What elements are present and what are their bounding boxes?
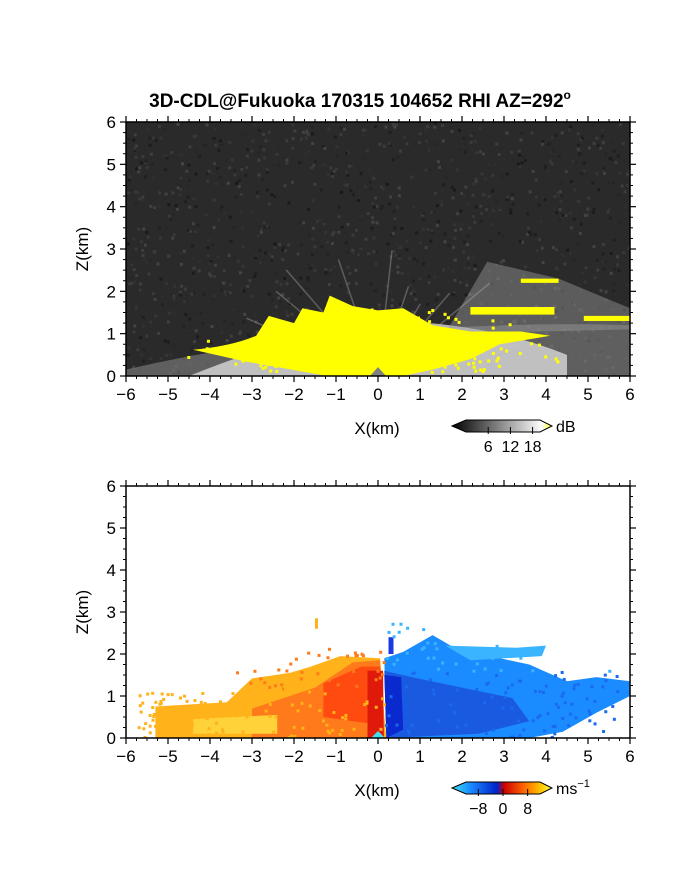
velocity-panel: −6 −5 −4 −3 −2 −1 0 1 2 3 4 5 6 0 1 2 3 4 5 6 X(km) Z(km) −… (73, 477, 636, 818)
y-tick-label: 2 (107, 645, 116, 664)
x-tick-label: −6 (116, 747, 135, 766)
velocity-colorbar: −8 0 8 ms−1 (450, 778, 590, 818)
x-tick-label: −5 (158, 747, 177, 766)
colorbar-tick-label: 12 (502, 439, 520, 456)
y-tick-label: 6 (107, 113, 116, 132)
velocity-colorbar-unit: ms−1 (556, 778, 590, 798)
x-tick-label: 5 (583, 385, 592, 404)
x-tick-label: 6 (625, 385, 634, 404)
velocity-axes: −6 −5 −4 −3 −2 −1 0 1 2 3 4 5 6 0 1 2 3 4 5 6 (107, 477, 636, 766)
y-tick-label: 5 (107, 155, 116, 174)
x-tick-label: −4 (200, 385, 219, 404)
x-tick-label: −1 (326, 747, 345, 766)
x-tick-label: −3 (242, 747, 261, 766)
y-tick-label: 4 (107, 561, 116, 580)
colorbar-tick-label: 18 (524, 439, 542, 456)
x-tick-label: −6 (116, 385, 135, 404)
x-tick-label: 3 (499, 385, 508, 404)
y-tick-label: 1 (107, 687, 116, 706)
backscatter-xlabel: X(km) (354, 419, 399, 438)
backscatter-field (126, 122, 630, 376)
y-tick-label: 5 (107, 519, 116, 538)
x-tick-label: 3 (499, 747, 508, 766)
x-tick-label: 1 (415, 385, 424, 404)
x-tick-label: 4 (541, 747, 550, 766)
velocity-xlabel: X(km) (354, 781, 399, 800)
x-tick-label: −3 (242, 385, 261, 404)
x-tick-label: −5 (158, 385, 177, 404)
colorbar-tick-label: 8 (523, 801, 532, 818)
backscatter-axes: −6 −5 −4 −3 −2 −1 0 1 2 3 4 5 6 0 1 2 3 4 5 6 (107, 113, 636, 404)
y-tick-label: 1 (107, 325, 116, 344)
x-tick-label: 5 (583, 747, 592, 766)
x-tick-label: −4 (200, 747, 219, 766)
x-tick-label: −1 (326, 385, 345, 404)
x-tick-label: −2 (284, 747, 303, 766)
x-tick-label: 6 (625, 747, 634, 766)
velocity-ylabel: Z(km) (73, 590, 92, 634)
backscatter-colorbar-unit: dB (556, 419, 576, 436)
y-tick-label: 6 (107, 477, 116, 496)
y-tick-label: 0 (107, 729, 116, 748)
y-tick-label: 4 (107, 198, 116, 217)
x-tick-label: 1 (415, 747, 424, 766)
x-tick-label: −2 (284, 385, 303, 404)
x-tick-label: 0 (373, 385, 382, 404)
velocity-colorbar-ramp (450, 781, 554, 795)
y-tick-label: 2 (107, 282, 116, 301)
colorbar-tick-label: 0 (499, 801, 508, 818)
x-tick-label: 2 (457, 385, 466, 404)
backscatter-ylabel: Z(km) (73, 227, 92, 271)
colorbar-tick-label: 6 (484, 439, 493, 456)
x-tick-label: 4 (541, 385, 550, 404)
velocity-field (137, 618, 630, 738)
x-tick-label: 2 (457, 747, 466, 766)
y-tick-label: 0 (107, 367, 116, 386)
figure-title: 3D-CDL@Fukuoka 170315 104652 RHI AZ=292o (149, 88, 571, 112)
y-tick-label: 3 (107, 240, 116, 259)
colorbar-tick-label: −8 (469, 801, 487, 818)
backscatter-colorbar: 6 12 18 dB (450, 419, 576, 456)
y-tick-label: 3 (107, 603, 116, 622)
x-tick-label: 0 (373, 747, 382, 766)
backscatter-colorbar-ramp (450, 419, 554, 433)
